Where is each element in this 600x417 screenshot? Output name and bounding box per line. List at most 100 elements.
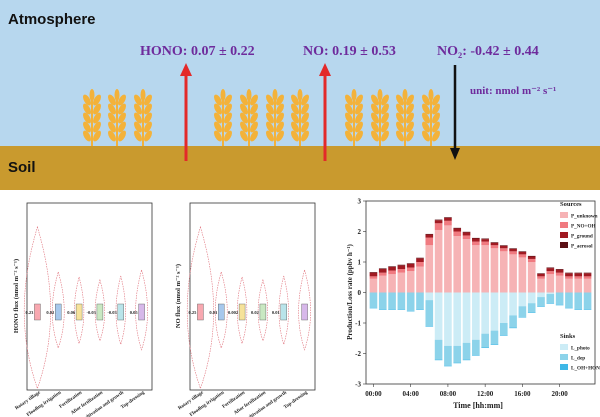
bar-segment [444,225,452,293]
bar-segment [509,327,517,329]
bar-segment [406,267,415,272]
bar-segment [518,251,527,255]
hono-flux-chart: HONO flux (nmol m⁻² s⁻¹) 0.23 0.02 0.06 -0.… [13,202,153,417]
bar-segment [369,307,378,309]
violin [237,275,248,345]
bar-segment [537,292,545,298]
bar-segment [472,237,480,239]
legend-label: P_unknown [571,214,598,220]
bar-segment [444,217,452,218]
bar-segment [406,263,415,264]
bar-segment [462,359,471,361]
y-tick-label: 0 [358,289,362,297]
legend-swatch [560,354,568,360]
box [75,303,83,321]
violin [135,268,148,351]
x-tick-label: 04:00 [403,390,420,398]
bar-segment [490,248,499,293]
bar-segment [378,275,387,293]
mean-label: 0.23 [26,310,35,315]
bar-segment [583,309,592,310]
bar-segment [453,345,462,363]
bar-segment [397,292,406,310]
wheat-plant [108,89,126,146]
bar-segment [490,344,499,345]
wheat-plant [240,89,258,146]
bar-segment [546,274,555,293]
bar-segment [397,265,406,270]
bar-segment [527,258,536,262]
bar-segment [499,245,508,246]
hono-flux-label: HONO: 0.07 ± 0.22 [140,44,255,59]
bar-segment [378,309,387,310]
bar-segment [453,231,462,237]
bar-segment [565,278,573,293]
bar-segment [434,229,443,293]
bar-segment [388,266,396,267]
violin [186,225,214,390]
bar-segment [453,362,462,364]
bar-segment [499,245,508,249]
bar-segment [555,269,564,270]
bar-segment [537,278,545,293]
bar-segment [527,312,536,313]
x-tick-label: 16:00 [514,390,531,398]
box [197,303,204,321]
wheat-plant [134,89,152,146]
atmosphere-label: Atmosphere [8,11,96,28]
bar-segment [527,255,536,257]
bar-segment [546,267,555,269]
bar-segment [481,292,489,334]
box [280,303,287,321]
legend-swatch [560,364,568,370]
production-axes: -3 -2 -1 0 1 2 3 00:00 04:00 08:00 12:00 16:00 20:00 [355,198,568,399]
bar-segment [574,273,583,277]
bar-segment [481,238,489,240]
box [138,303,145,321]
bar-segment [518,257,527,293]
bar-segment [416,266,424,293]
bar-segment [388,309,396,310]
wheat-plant [214,89,232,146]
mean-label: -0.03 [107,310,117,315]
no-flux-label: NO: 0.19 ± 0.53 [303,44,396,59]
bar-segment [416,309,424,310]
bar-segment [527,256,536,259]
bar-segment [537,297,545,307]
mean-label: 0.01 [272,310,281,315]
category-label: Top-dressing [120,390,146,410]
legend-label: L_photo [571,346,590,352]
bar-segment [472,245,480,293]
bar-segment [509,292,517,316]
bar-segment [537,276,545,279]
bar-segment [472,339,480,356]
legend-label: P_NO+OH [571,224,596,230]
legend-label: L_dep [571,356,585,362]
violin [23,225,51,390]
bar-segment [574,276,583,279]
bar-segment [499,335,508,336]
bar-segment [565,272,573,274]
production-ylabel: Production/Loss rate (ppbv h⁻¹) [346,243,354,339]
bar-segment [499,323,508,336]
bar-segment [518,306,527,317]
y-tick-label: 2 [358,228,362,236]
bar-segment [574,292,583,310]
bar-segment [453,227,462,229]
legend-label: P_ground [571,234,593,240]
bar-segment [453,228,462,232]
hono-chart-frame [26,202,153,391]
bar-segment [425,326,434,327]
bar-segment [406,310,415,312]
bar-segment [378,268,387,270]
production-xlabel: Time [hh:mm] [453,401,503,410]
bar-segment [565,276,573,279]
mean-label: 0.02 [251,310,260,315]
bar-segment [416,262,424,267]
mean-label: 0.06 [67,310,76,315]
mean-label: 0.25 [189,310,198,315]
bar-segment [527,303,536,313]
wheat-plant [422,89,440,146]
x-tick-label: 08:00 [440,390,457,398]
